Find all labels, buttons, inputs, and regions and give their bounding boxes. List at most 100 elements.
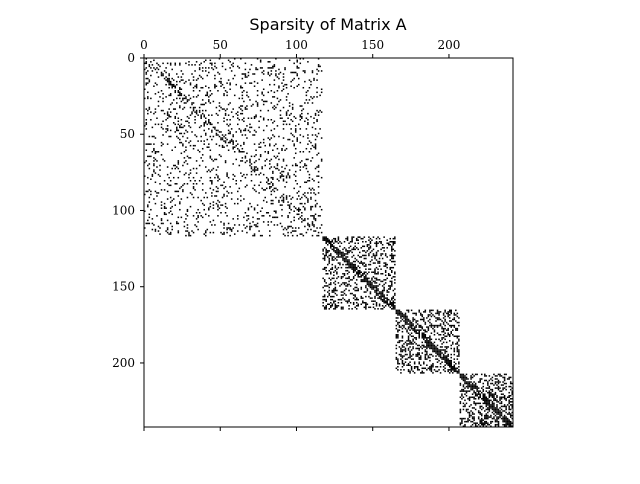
nonzero-entry xyxy=(339,298,341,301)
nonzero-entry xyxy=(285,114,288,116)
nonzero-entry xyxy=(313,216,315,219)
nonzero-entry xyxy=(169,231,172,234)
nonzero-entry xyxy=(407,343,410,345)
nonzero-entry xyxy=(386,239,388,241)
nonzero-entry xyxy=(389,274,392,277)
nonzero-entry xyxy=(462,425,465,427)
nonzero-entry xyxy=(284,83,286,86)
nonzero-entry xyxy=(310,80,312,83)
nonzero-entry xyxy=(304,80,306,83)
nonzero-entry xyxy=(296,234,298,237)
nonzero-entry xyxy=(168,77,170,80)
nonzero-entry xyxy=(423,362,425,365)
nonzero-entry xyxy=(144,193,146,196)
nonzero-entry xyxy=(410,358,413,360)
nonzero-entry xyxy=(418,356,420,359)
nonzero-entry xyxy=(369,247,372,249)
nonzero-entry xyxy=(301,233,303,235)
nonzero-entry xyxy=(342,253,344,255)
nonzero-entry xyxy=(247,218,250,220)
nonzero-entry xyxy=(223,93,225,95)
nonzero-entry xyxy=(378,303,381,306)
nonzero-entry xyxy=(272,176,274,179)
nonzero-entry xyxy=(439,352,442,354)
nonzero-entry xyxy=(224,186,227,188)
nonzero-entry xyxy=(174,190,177,193)
nonzero-entry xyxy=(418,347,420,350)
nonzero-entry xyxy=(163,70,166,72)
nonzero-entry xyxy=(284,67,286,69)
nonzero-entry xyxy=(432,364,434,366)
nonzero-entry xyxy=(241,73,244,75)
nonzero-entry xyxy=(391,308,393,310)
nonzero-entry xyxy=(203,61,205,63)
nonzero-entry xyxy=(326,250,329,252)
nonzero-entry xyxy=(389,285,392,287)
nonzero-entry xyxy=(232,140,234,142)
y-tick-label: 0 xyxy=(127,51,135,65)
nonzero-entry xyxy=(465,381,468,383)
nonzero-entry xyxy=(281,215,283,217)
nonzero-entry xyxy=(223,181,225,184)
nonzero-entry xyxy=(314,147,317,150)
nonzero-entry xyxy=(433,350,436,353)
nonzero-entry xyxy=(462,385,465,388)
nonzero-entry xyxy=(278,86,280,89)
nonzero-entry xyxy=(294,179,297,182)
nonzero-entry xyxy=(169,196,172,199)
nonzero-entry xyxy=(177,222,180,225)
nonzero-entry xyxy=(272,65,274,68)
nonzero-entry xyxy=(264,151,266,153)
nonzero-entry xyxy=(337,301,340,304)
nonzero-entry xyxy=(482,398,485,400)
nonzero-entry xyxy=(320,158,323,161)
nonzero-entry xyxy=(287,173,289,176)
nonzero-entry xyxy=(465,390,468,392)
nonzero-entry xyxy=(377,285,379,287)
nonzero-entry xyxy=(301,215,303,217)
nonzero-entry xyxy=(223,227,225,229)
nonzero-entry xyxy=(424,355,427,357)
nonzero-entry xyxy=(157,100,160,103)
nonzero-entry xyxy=(465,402,468,405)
nonzero-entry xyxy=(368,254,370,257)
nonzero-entry xyxy=(156,71,158,74)
nonzero-entry xyxy=(156,160,158,162)
nonzero-entry xyxy=(462,408,465,411)
nonzero-entry xyxy=(177,90,180,92)
nonzero-entry xyxy=(331,248,334,251)
nonzero-entry xyxy=(261,99,263,101)
nonzero-entry xyxy=(189,192,192,194)
nonzero-entry xyxy=(444,311,446,313)
nonzero-entry xyxy=(150,111,152,113)
nonzero-entry xyxy=(160,126,163,129)
nonzero-entry xyxy=(369,263,372,266)
nonzero-entry xyxy=(490,391,492,394)
nonzero-entry xyxy=(465,391,468,394)
nonzero-entry xyxy=(452,324,454,327)
nonzero-entry xyxy=(333,291,335,293)
nonzero-entry xyxy=(442,356,445,359)
nonzero-entry xyxy=(351,263,353,266)
nonzero-entry xyxy=(351,266,353,269)
nonzero-entry xyxy=(282,160,285,162)
nonzero-entry xyxy=(383,298,385,301)
nonzero-entry xyxy=(249,160,251,162)
nonzero-entry xyxy=(201,183,204,185)
nonzero-entry xyxy=(383,301,385,304)
nonzero-entry xyxy=(386,303,388,306)
nonzero-entry xyxy=(273,135,276,138)
nonzero-entry xyxy=(147,70,149,72)
nonzero-entry xyxy=(221,184,224,187)
nonzero-entry xyxy=(407,338,410,341)
nonzero-entry xyxy=(348,260,350,263)
nonzero-entry xyxy=(439,350,442,353)
nonzero-entry xyxy=(438,317,440,319)
nonzero-entry xyxy=(215,134,218,136)
nonzero-entry xyxy=(270,181,273,184)
nonzero-entry xyxy=(198,126,201,129)
nonzero-entry xyxy=(293,210,295,212)
nonzero-entry xyxy=(328,250,331,252)
nonzero-entry xyxy=(302,70,305,72)
nonzero-entry xyxy=(365,279,367,281)
